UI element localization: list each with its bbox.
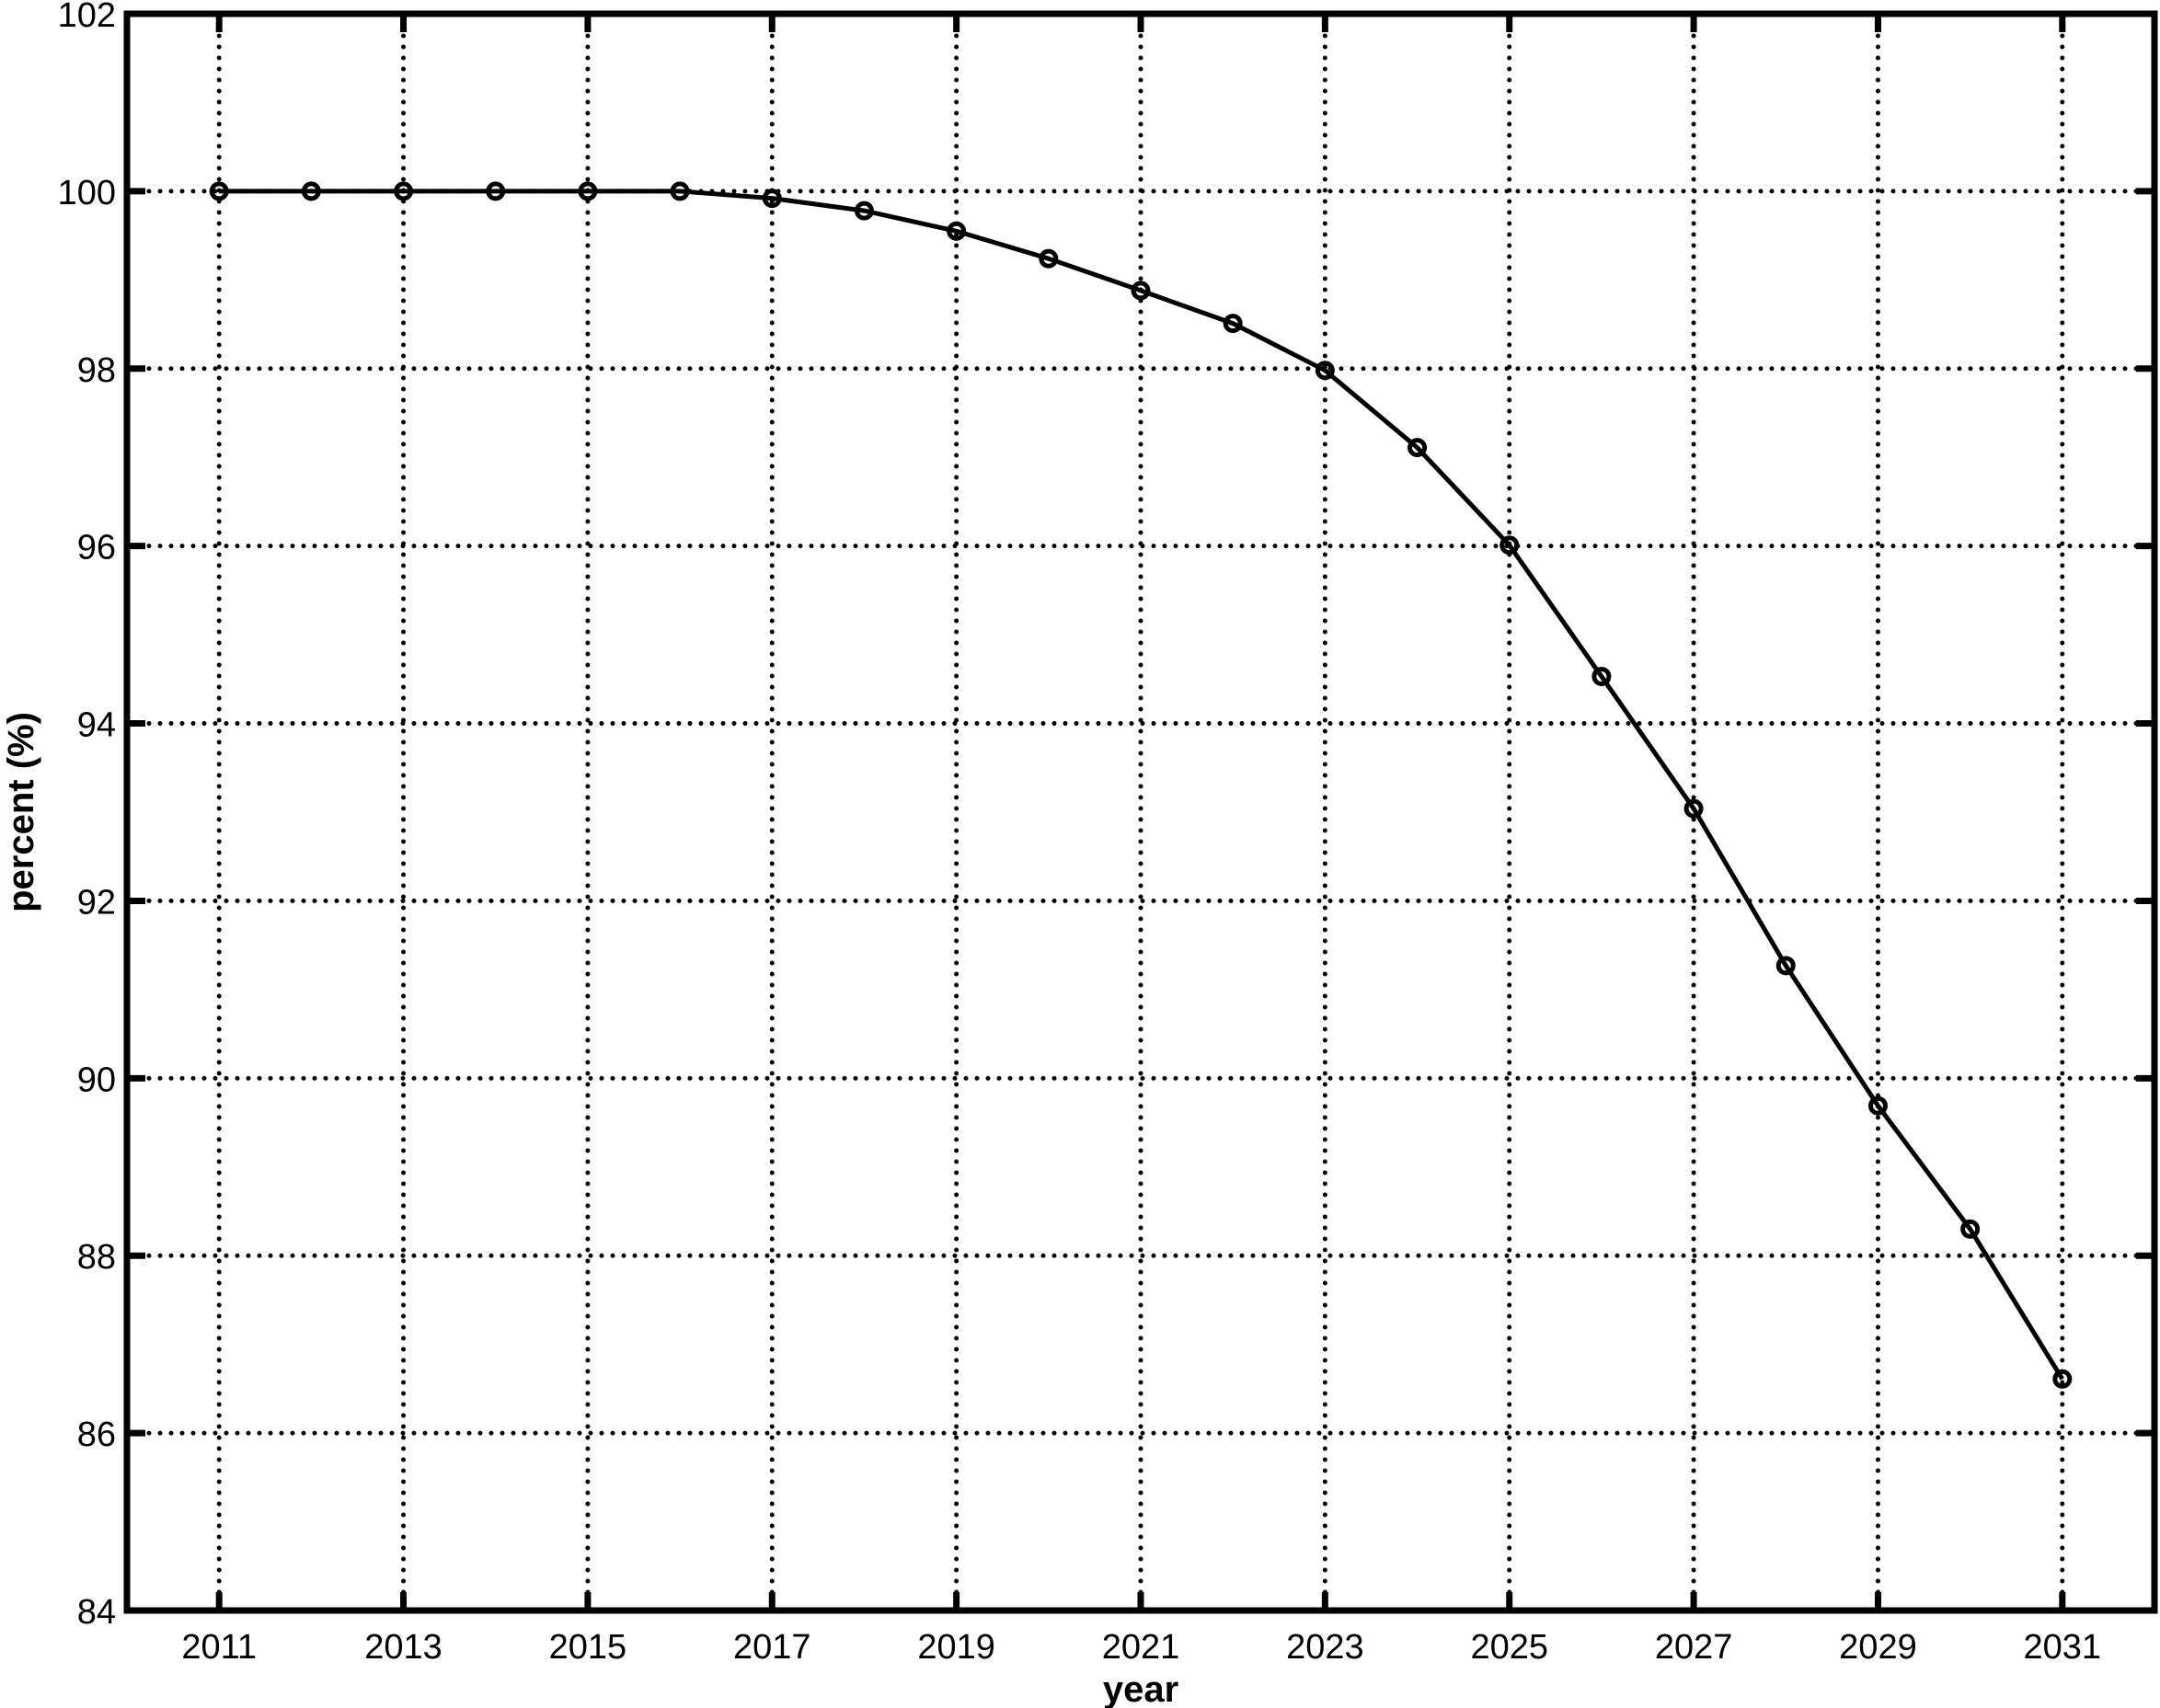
- data-point: [947, 221, 967, 241]
- x-axis-label: year: [1103, 1669, 1178, 1708]
- x-tick-label: 2025: [1470, 1628, 1548, 1667]
- x-tick-label: 2023: [1286, 1628, 1364, 1667]
- series: [209, 181, 2073, 1389]
- data-point: [301, 181, 321, 201]
- y-tick-label: 86: [77, 1416, 116, 1454]
- data-point: [578, 181, 598, 201]
- x-tick-label: 2027: [1655, 1628, 1733, 1667]
- y-tick-label: 98: [77, 351, 116, 390]
- data-point: [1960, 1219, 1981, 1239]
- data-point: [1867, 1095, 1888, 1116]
- data-point: [209, 181, 229, 201]
- data-point: [394, 181, 414, 201]
- x-tick-label: 2015: [549, 1628, 627, 1667]
- data-point: [1775, 956, 1796, 976]
- grid: [124, 11, 2157, 1613]
- data-point: [670, 181, 690, 201]
- data-point: [1591, 666, 1612, 686]
- data-point: [2052, 1369, 2073, 1389]
- x-tick-label: 2031: [2024, 1628, 2102, 1667]
- x-tick-label: 2029: [1839, 1628, 1917, 1667]
- data-point: [1131, 281, 1151, 301]
- y-tick-label: 96: [77, 529, 116, 567]
- y-tick-label: 100: [58, 174, 116, 212]
- x-tick-label: 2019: [917, 1628, 995, 1667]
- series-line: [219, 189, 2064, 1381]
- x-tick-label: 2013: [364, 1628, 442, 1667]
- data-point: [1683, 798, 1704, 819]
- y-tick-label: 94: [77, 706, 116, 745]
- x-tick-label: 2017: [733, 1628, 811, 1667]
- y-tick-label: 92: [77, 883, 116, 922]
- x-tick-label: 2021: [1102, 1628, 1180, 1667]
- y-tick-label: 90: [77, 1060, 116, 1099]
- data-point: [1499, 535, 1520, 556]
- data-point: [1407, 438, 1428, 458]
- data-point: [1039, 248, 1059, 269]
- data-point: [762, 189, 782, 209]
- plot-frame: [123, 10, 2158, 1614]
- data-point: [1315, 361, 1335, 381]
- data-point: [854, 201, 874, 221]
- y-tick-label: 102: [58, 0, 116, 35]
- x-tick-label: 2011: [181, 1628, 257, 1667]
- ticks: 2011 2013 2015 2017 2019 2021 2023 2025 2027 2029…: [58, 0, 2154, 1667]
- data-point: [486, 181, 506, 201]
- data-point: [1223, 314, 1243, 334]
- y-axis-label: percent (%): [1, 712, 41, 912]
- y-tick-label: 88: [77, 1238, 116, 1277]
- y-tick-label: 84: [77, 1593, 116, 1632]
